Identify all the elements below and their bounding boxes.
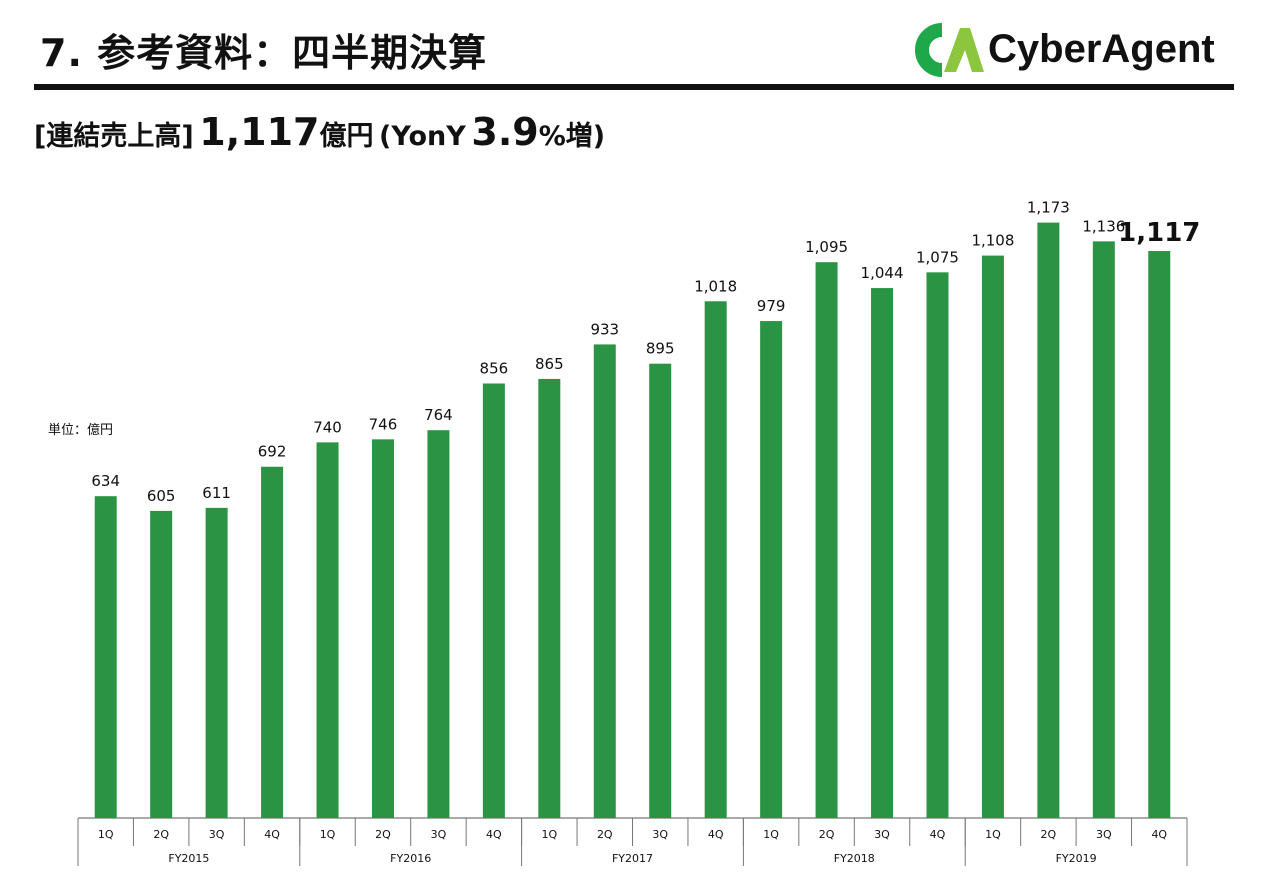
data-label: 933 bbox=[590, 320, 619, 338]
bar bbox=[205, 507, 228, 818]
x-tick-label: 4Q bbox=[486, 828, 502, 841]
data-label: 1,095 bbox=[805, 238, 848, 256]
headline-yoy-close: %増) bbox=[538, 121, 606, 152]
data-label: 692 bbox=[258, 443, 287, 461]
bar bbox=[94, 496, 117, 818]
x-tick-label: 2Q bbox=[153, 828, 169, 841]
x-tick-label: 2Q bbox=[819, 828, 835, 841]
x-tick-label: 1Q bbox=[763, 828, 779, 841]
revenue-headline: [連結売上高] 1,117億円 (YonY 3.9%増) bbox=[34, 110, 605, 154]
bar bbox=[316, 442, 339, 818]
x-group-label: FY2019 bbox=[1056, 852, 1097, 865]
bar bbox=[261, 466, 284, 818]
x-tick-label: 2Q bbox=[375, 828, 391, 841]
data-label: 764 bbox=[424, 406, 453, 424]
header-rule bbox=[34, 84, 1234, 90]
x-group-label: FY2015 bbox=[168, 852, 209, 865]
x-tick-label: 3Q bbox=[874, 828, 890, 841]
bar bbox=[593, 344, 616, 818]
data-label: 1,117 bbox=[1118, 218, 1200, 248]
bar bbox=[815, 262, 838, 819]
data-label: 1,173 bbox=[1027, 199, 1070, 217]
data-label: 605 bbox=[147, 487, 176, 505]
bar bbox=[649, 363, 672, 818]
cyberagent-logo: CyberAgent bbox=[915, 23, 1215, 77]
bar bbox=[427, 430, 450, 818]
bar bbox=[760, 321, 783, 818]
data-label: 634 bbox=[91, 472, 120, 490]
data-label: 1,018 bbox=[694, 277, 737, 295]
bar bbox=[482, 383, 505, 818]
x-group-label: FY2016 bbox=[390, 852, 431, 865]
x-tick-label: 4Q bbox=[930, 828, 946, 841]
data-label: 1,075 bbox=[916, 248, 959, 266]
brand-wordmark: CyberAgent bbox=[988, 27, 1215, 71]
data-label: 865 bbox=[535, 355, 564, 373]
data-label: 740 bbox=[313, 418, 342, 436]
x-tick-label: 4Q bbox=[708, 828, 724, 841]
data-label: 746 bbox=[369, 415, 398, 433]
headline-yoy-open: (YonY bbox=[379, 121, 466, 152]
x-group-label: FY2018 bbox=[834, 852, 875, 865]
x-tick-label: 1Q bbox=[541, 828, 557, 841]
x-tick-label: 1Q bbox=[320, 828, 336, 841]
headline-unit: 億円 bbox=[319, 121, 374, 152]
x-tick-label: 1Q bbox=[985, 828, 1001, 841]
headline-label: [連結売上高] bbox=[34, 121, 194, 152]
bar bbox=[371, 439, 394, 818]
bar bbox=[538, 378, 561, 818]
data-label: 979 bbox=[757, 297, 786, 315]
bar bbox=[871, 288, 894, 818]
bar bbox=[1148, 251, 1171, 818]
unit-label: 単位：億円 bbox=[48, 423, 114, 438]
bar bbox=[926, 272, 949, 819]
bar bbox=[1037, 222, 1060, 818]
x-tick-label: 3Q bbox=[209, 828, 225, 841]
data-label: 856 bbox=[480, 359, 509, 377]
headline-yoy-value: 3.9 bbox=[471, 110, 539, 154]
ca-logo-icon bbox=[915, 23, 984, 77]
headline-value: 1,117 bbox=[199, 110, 320, 154]
data-label: 611 bbox=[202, 484, 231, 502]
bar bbox=[150, 510, 173, 818]
x-tick-label: 3Q bbox=[1096, 828, 1112, 841]
x-tick-label: 3Q bbox=[652, 828, 668, 841]
x-tick-label: 4Q bbox=[264, 828, 280, 841]
x-group-label: FY2017 bbox=[612, 852, 653, 865]
x-tick-label: 3Q bbox=[431, 828, 447, 841]
x-tick-label: 2Q bbox=[1041, 828, 1057, 841]
page-title: 7. 参考資料：四半期決算 bbox=[40, 31, 488, 75]
bar bbox=[704, 301, 727, 819]
data-label: 895 bbox=[646, 340, 675, 358]
bar bbox=[981, 255, 1004, 818]
bar bbox=[1092, 241, 1115, 818]
x-tick-label: 4Q bbox=[1151, 828, 1167, 841]
x-tick-label: 2Q bbox=[597, 828, 613, 841]
data-label: 1,108 bbox=[971, 232, 1014, 250]
data-label: 1,136 bbox=[1082, 217, 1125, 235]
data-label: 1,044 bbox=[861, 264, 904, 282]
x-tick-label: 1Q bbox=[98, 828, 114, 841]
